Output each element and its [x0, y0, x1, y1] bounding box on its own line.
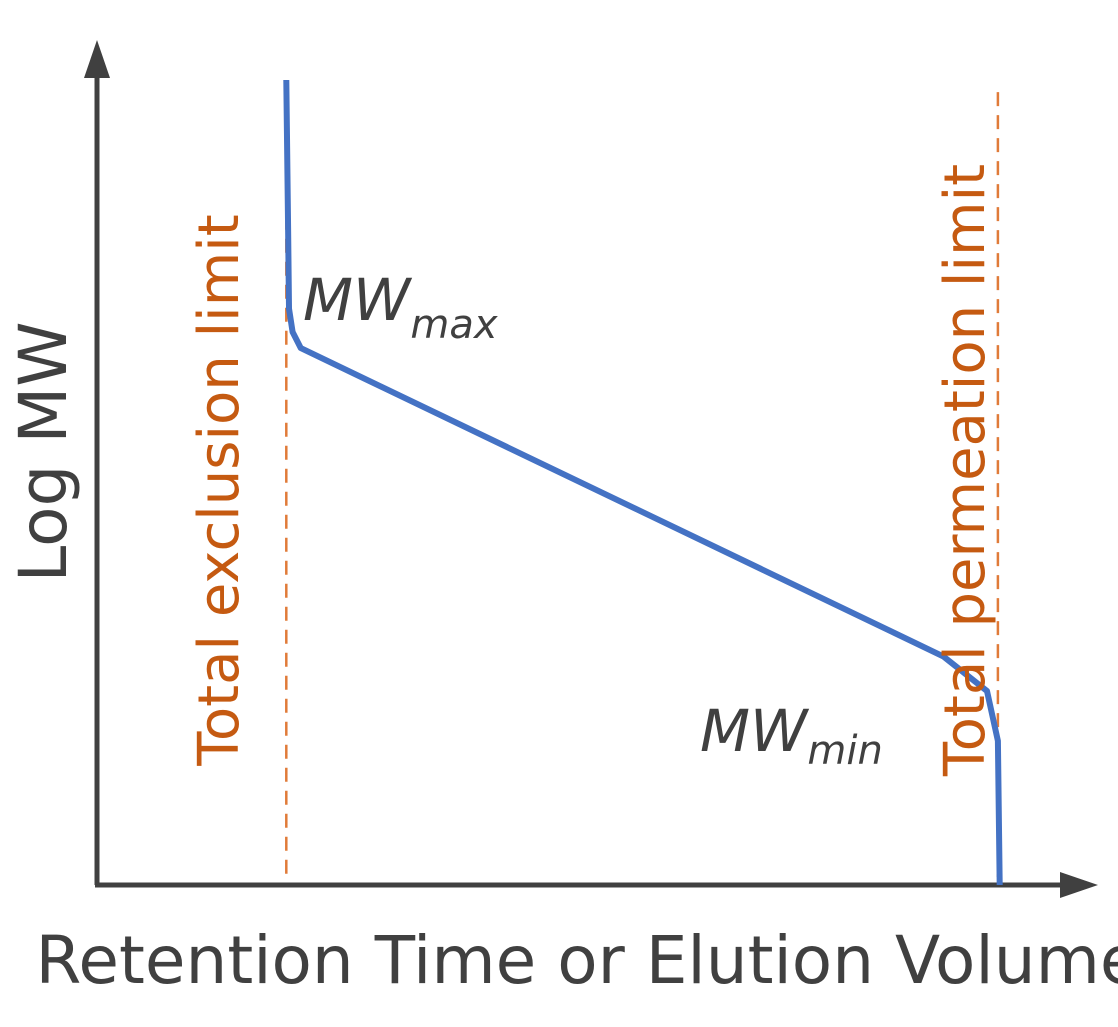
mw-max-annotation: MWmax [303, 266, 498, 348]
mw-min-main: MW [700, 697, 810, 765]
exclusion-limit-label: Total exclusion limit [187, 214, 252, 767]
calibration-curve [283, 79, 1003, 886]
y-axis-arrow [84, 40, 110, 78]
mw-min-annotation: MWmin [700, 697, 883, 774]
permeation-limit-label: Total permeation limit [933, 164, 998, 777]
mw-max-main: MW [303, 266, 413, 334]
mw-max-subscript: max [410, 302, 497, 348]
mw-min-subscript: min [807, 728, 882, 774]
y-axis-label: Log MW [5, 321, 82, 582]
x-axis-label: Retention Time or Elution Volume [36, 922, 1118, 999]
x-axis-arrow [1060, 872, 1098, 898]
